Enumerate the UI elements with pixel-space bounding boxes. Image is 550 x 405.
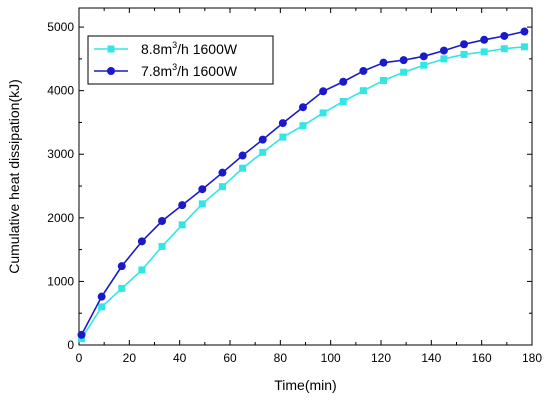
y-tick-label: 5000: [47, 20, 74, 34]
data-point: [218, 183, 226, 191]
x-tick-label: 140: [421, 351, 441, 365]
data-point: [77, 330, 86, 339]
legend-item: 7.8m3/h 1600W: [94, 62, 238, 79]
data-point: [97, 292, 106, 301]
data-point: [339, 97, 347, 105]
series-line: [80, 45, 525, 340]
x-tick-label: 160: [472, 351, 492, 365]
data-point: [198, 185, 207, 194]
data-point: [359, 87, 367, 95]
data-point: [419, 52, 428, 61]
data-point: [520, 43, 528, 51]
data-point: [379, 58, 388, 67]
legend-label: 7.8m3/h 1600W: [141, 62, 238, 79]
y-tick-label: 2000: [47, 211, 74, 225]
data-point: [218, 168, 227, 177]
data-point: [460, 50, 468, 58]
series-layer: [77, 27, 529, 343]
x-axis-title: Time(min): [274, 377, 336, 393]
x-axis: 0 20 40 60 80 100 120 140 160 180: [76, 8, 542, 365]
data-point: [480, 48, 488, 56]
data-point: [259, 148, 267, 156]
data-point: [158, 242, 166, 250]
data-point: [339, 77, 348, 86]
y-tick-label: 1000: [47, 274, 74, 288]
data-point: [520, 27, 529, 36]
data-point: [420, 61, 428, 69]
data-point: [460, 40, 469, 49]
y-tick-label: 4000: [47, 84, 74, 98]
data-point: [500, 31, 509, 40]
data-point: [298, 103, 307, 112]
series-1: [78, 43, 528, 343]
legend-box: [87, 35, 274, 85]
x-tick-label: 60: [223, 351, 237, 365]
data-point: [440, 55, 448, 63]
data-point: [400, 68, 408, 76]
x-tick-label: 0: [76, 351, 83, 365]
data-point: [299, 122, 307, 130]
y-axis-title: Cumulative heat dissipation(kJ): [6, 79, 22, 274]
data-point: [258, 135, 267, 144]
x-tick-label: 180: [522, 351, 542, 365]
series-2: [77, 27, 529, 339]
data-point: [137, 237, 146, 246]
legend: 8.8m3/h 1600W 7.8m3/h 1600W: [87, 35, 274, 85]
legend-marker: [107, 67, 115, 75]
data-point: [239, 164, 247, 172]
data-point: [158, 217, 167, 226]
data-point: [118, 284, 126, 292]
data-point: [439, 46, 448, 55]
legend-item: 8.8m3/h 1600W: [94, 40, 238, 57]
data-point: [198, 200, 206, 208]
data-point: [117, 262, 126, 271]
data-point: [279, 133, 287, 141]
data-point: [138, 266, 146, 274]
y-axis: 0 1000 2000 3000 4000 5000: [47, 20, 532, 352]
data-point: [98, 303, 106, 311]
data-point: [380, 76, 388, 84]
x-tick-label: 20: [123, 351, 137, 365]
data-point: [178, 201, 187, 210]
data-point: [278, 119, 287, 128]
data-point: [500, 45, 508, 53]
data-point: [319, 87, 328, 96]
data-point: [480, 35, 489, 44]
y-tick-label: 0: [67, 338, 74, 352]
data-point: [319, 109, 327, 117]
x-tick-label: 80: [274, 351, 288, 365]
data-point: [359, 66, 368, 75]
data-point: [178, 221, 186, 229]
x-tick-label: 100: [321, 351, 341, 365]
x-tick-label: 120: [371, 351, 391, 365]
x-tick-label: 40: [173, 351, 187, 365]
y-tick-label: 3000: [47, 147, 74, 161]
legend-marker: [107, 45, 115, 53]
legend-label: 8.8m3/h 1600W: [141, 40, 238, 57]
data-point: [238, 151, 247, 160]
data-point: [399, 56, 408, 65]
